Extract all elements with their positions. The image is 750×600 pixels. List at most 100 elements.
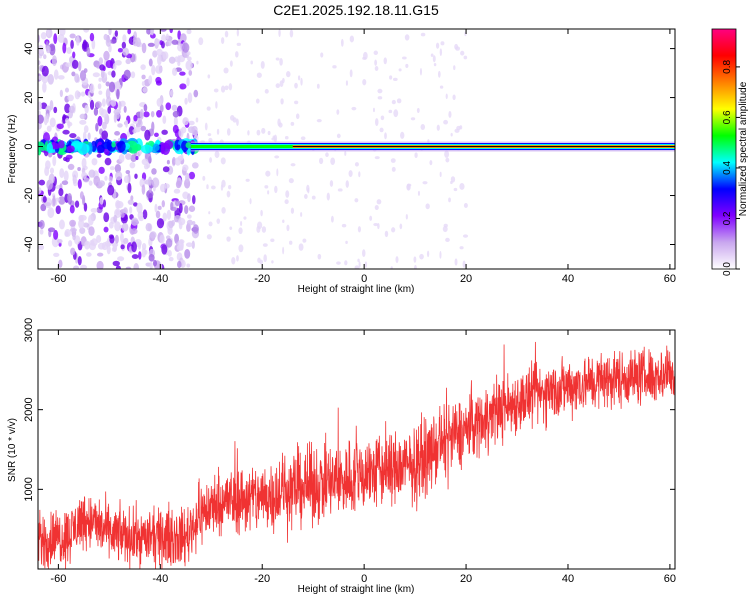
spectral-blob xyxy=(278,29,281,37)
spectral-blob xyxy=(221,206,226,214)
spectral-blob xyxy=(53,69,59,80)
spectral-blob xyxy=(280,98,284,105)
spectral-blob xyxy=(402,56,407,60)
spectral-blob xyxy=(143,104,148,112)
spectrogram-x-label: Height of straight line (km) xyxy=(298,284,415,295)
spectral-blob xyxy=(47,207,55,219)
spectral-blob xyxy=(95,122,99,132)
spectral-blob xyxy=(459,125,463,130)
spectral-blob xyxy=(231,256,236,265)
spectral-blob xyxy=(304,194,308,199)
ridge-blob xyxy=(46,142,53,154)
spectral-blob xyxy=(363,51,368,60)
spectral-blob xyxy=(297,75,301,81)
colorbar-gradient xyxy=(712,29,736,269)
spectral-blob xyxy=(348,170,353,178)
spectral-blob xyxy=(83,222,90,228)
spectral-blob xyxy=(236,118,239,126)
spectrogram-y-tick-label: -20 xyxy=(23,188,35,204)
spectral-blob xyxy=(105,81,110,87)
spectral-blob xyxy=(454,43,459,50)
spectral-blob xyxy=(45,45,51,54)
spectral-blob xyxy=(55,205,61,215)
spectral-blob xyxy=(116,201,124,209)
spectral-blob xyxy=(77,255,82,266)
spectral-blob xyxy=(285,71,291,78)
spectral-blob xyxy=(96,252,104,257)
snr-x-tick-label: -40 xyxy=(152,573,168,585)
spectral-blob xyxy=(236,42,241,46)
spectral-blob xyxy=(108,29,112,36)
spectral-blob xyxy=(157,54,162,66)
spectral-blob xyxy=(436,124,440,131)
spectral-blob xyxy=(165,33,169,40)
spectral-blob xyxy=(191,240,195,249)
spectral-blob xyxy=(196,60,199,65)
spectral-blob xyxy=(362,78,367,86)
spectral-blob xyxy=(120,244,125,250)
spectral-blob xyxy=(383,57,387,65)
spectral-blob xyxy=(55,197,60,202)
spectral-blob xyxy=(111,246,117,252)
spectral-blob xyxy=(276,168,279,177)
spectral-blob xyxy=(295,113,300,120)
snr-y-tick-label: 2000 xyxy=(23,397,35,421)
spectral-blob xyxy=(433,63,437,67)
spectral-blob xyxy=(282,219,285,224)
spectrogram-x-tick-label: -20 xyxy=(254,273,270,285)
spectral-blob xyxy=(90,207,98,213)
spectral-blob xyxy=(120,232,124,243)
spectral-blob xyxy=(159,29,167,32)
spectral-blob xyxy=(240,221,243,227)
spectral-blob xyxy=(38,59,41,66)
spectral-blob xyxy=(171,219,176,227)
spectral-blob xyxy=(282,246,285,255)
colorbar-tick-label: 0.0 xyxy=(722,262,733,276)
spectral-blob xyxy=(289,29,294,38)
spectral-blob xyxy=(120,211,125,218)
spectral-blob xyxy=(460,50,465,56)
spectral-blob xyxy=(288,178,294,184)
spectral-blob xyxy=(79,227,86,234)
spectrogram-y-tick-label: 0 xyxy=(23,143,35,149)
spectral-blob xyxy=(123,237,129,244)
colorbar-tick-label: 0.6 xyxy=(722,110,733,124)
spectrogram-y-tick-label: 20 xyxy=(23,91,35,103)
spectral-blob xyxy=(349,69,353,78)
snr-y-tick-label: 3000 xyxy=(23,318,35,342)
spectral-blob xyxy=(38,101,42,111)
spectral-blob xyxy=(86,46,91,58)
spectral-blob xyxy=(156,218,165,229)
spectral-blob xyxy=(56,123,64,130)
spectral-blob xyxy=(144,250,148,255)
spectral-blob xyxy=(187,56,192,61)
ridge-blob xyxy=(58,140,65,149)
spectral-blob xyxy=(260,209,263,217)
spectral-blob xyxy=(151,177,160,188)
spectral-blob xyxy=(125,266,132,269)
spectral-blob xyxy=(112,62,117,70)
spectral-blob xyxy=(177,60,181,67)
spectral-blob xyxy=(114,81,121,89)
spectral-blob xyxy=(220,157,226,165)
spectral-blob xyxy=(141,158,149,166)
spectral-blob xyxy=(109,235,115,244)
spectral-blob xyxy=(89,99,95,110)
ridge-blob xyxy=(161,142,171,155)
spectral-blob xyxy=(316,83,320,89)
spectral-blob xyxy=(261,226,267,233)
spectral-blob xyxy=(146,29,150,35)
spectral-blob xyxy=(182,117,189,126)
spectral-blob xyxy=(130,71,136,79)
colorbar-tick-label: 0.4 xyxy=(722,161,733,175)
spectral-blob xyxy=(100,109,108,118)
spectral-blob xyxy=(58,219,65,230)
spectral-blob xyxy=(81,171,87,179)
spectral-blob xyxy=(459,246,464,250)
spectral-blob xyxy=(186,214,192,219)
spectral-blob xyxy=(156,98,162,107)
colorbar-frame xyxy=(711,28,737,270)
spectral-blob xyxy=(123,175,130,184)
spectral-blob xyxy=(294,82,298,89)
